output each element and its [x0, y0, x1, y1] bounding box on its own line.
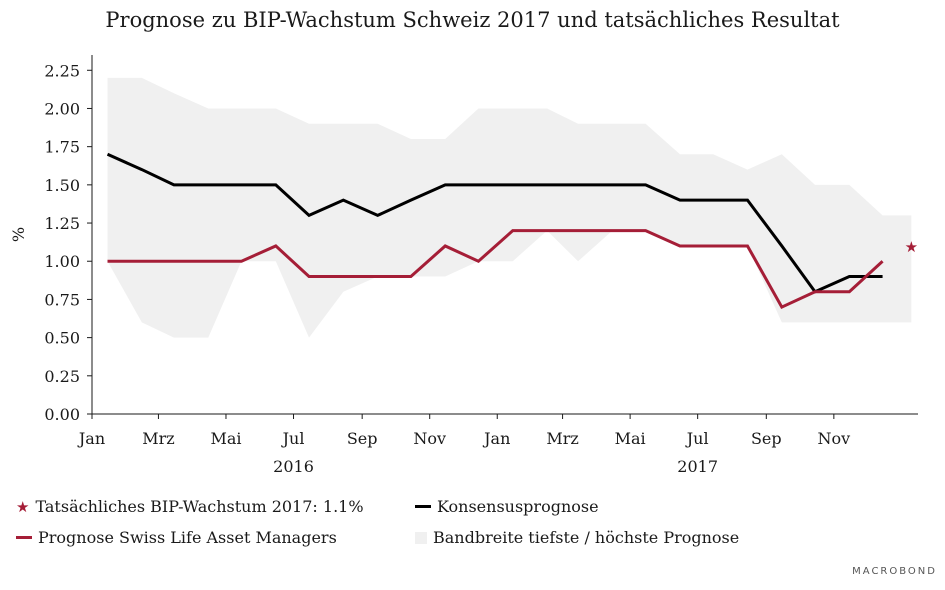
x-tick-label: Jan	[77, 429, 105, 448]
x-tick-label: Jan	[482, 429, 510, 448]
x-year-label: 2017	[677, 457, 718, 476]
x-tick-label: Mrz	[546, 429, 578, 448]
legend-item-actual: ★ Tatsächliches BIP-Wachstum 2017: 1.1%	[16, 497, 364, 516]
x-tick-label: Mrz	[142, 429, 174, 448]
x-tick-label: Jul	[685, 429, 709, 448]
y-tick-label: 0.50	[44, 329, 80, 348]
y-tick-label: 0.25	[44, 367, 80, 386]
x-tick-label: Sep	[347, 429, 378, 448]
star-icon: ★	[16, 497, 30, 516]
x-tick-label: Mai	[210, 429, 241, 448]
y-tick-label: 2.00	[44, 99, 80, 118]
line-swatch-icon	[16, 536, 32, 539]
actual-value-star: ★	[905, 238, 918, 256]
y-tick-label: 0.75	[44, 290, 80, 309]
line-swatch-icon	[415, 505, 431, 508]
y-tick-label: 1.25	[44, 214, 80, 233]
legend-label-band: Bandbreite tiefste / höchste Prognose	[433, 528, 740, 547]
band-area	[107, 77, 912, 338]
x-tick-label: Jul	[281, 429, 305, 448]
y-tick-label: 1.75	[44, 138, 80, 157]
x-tick-label: Nov	[818, 429, 851, 448]
chart-title: Prognose zu BIP-Wachstum Schweiz 2017 un…	[105, 8, 840, 32]
legend-item-band: Bandbreite tiefste / höchste Prognose	[415, 528, 739, 547]
legend-item-consensus: Konsensusprognose	[415, 497, 599, 516]
legend-label-actual: Tatsächliches BIP-Wachstum 2017: 1.1%	[35, 497, 364, 516]
y-axis-title: %	[9, 227, 28, 242]
band-swatch-icon	[415, 531, 427, 544]
y-tick-label: 1.50	[44, 176, 80, 195]
legend-label-swisslife: Prognose Swiss Life Asset Managers	[38, 528, 337, 547]
x-year-label: 2016	[273, 457, 314, 476]
x-tick-label: Mai	[615, 429, 646, 448]
x-tick-label: Nov	[413, 429, 446, 448]
series-line	[107, 229, 884, 310]
y-tick-label: 2.25	[44, 61, 80, 80]
legend-item-swisslife: Prognose Swiss Life Asset Managers	[16, 528, 337, 547]
y-tick-label: 1.00	[44, 252, 80, 271]
x-tick-label: Sep	[751, 429, 782, 448]
macrobond-logo: MACROBOND	[852, 566, 937, 577]
legend-label-consensus: Konsensusprognose	[437, 497, 599, 516]
y-tick-label: 0.00	[44, 405, 80, 424]
series-line	[106, 152, 883, 294]
